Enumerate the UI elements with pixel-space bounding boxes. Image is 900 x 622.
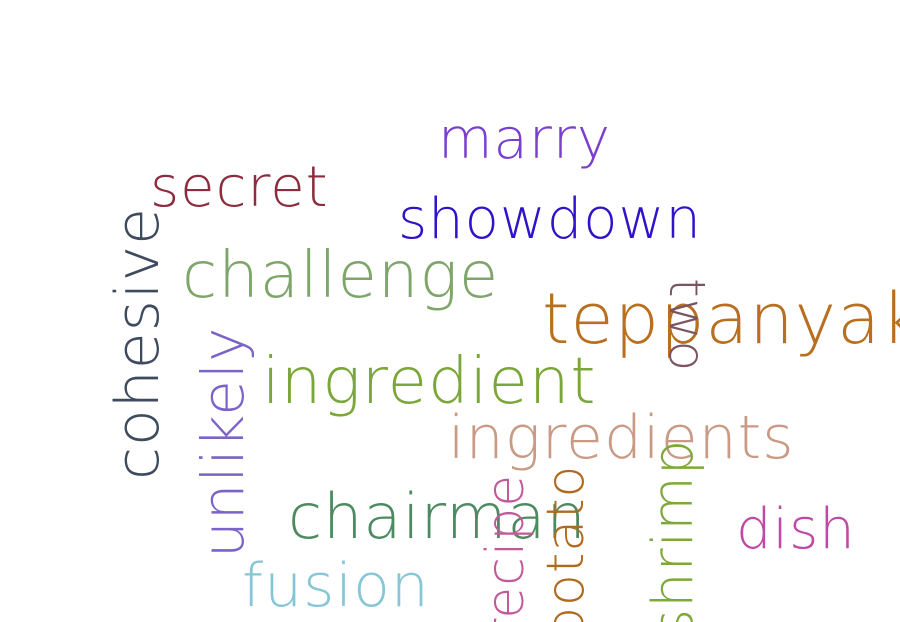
- word-marry: marry: [438, 107, 612, 172]
- word-potato: potato: [536, 464, 596, 622]
- word-ingredients: ingredients: [448, 403, 795, 473]
- word-dish: dish: [736, 497, 856, 562]
- word-unlikely: unlikely: [189, 326, 257, 558]
- word-cohesive: cohesive: [103, 207, 173, 480]
- word-shrimp: shrimp: [641, 438, 706, 622]
- word-teppanyaki: teppanyaki: [542, 278, 900, 360]
- word-recipe: recipe: [476, 473, 536, 622]
- word-fusion: fusion: [242, 551, 430, 621]
- word-challenge: challenge: [182, 239, 500, 313]
- word-secret: secret: [150, 155, 329, 220]
- word-two: two: [658, 278, 716, 373]
- word-chairman: chairman: [288, 480, 587, 553]
- word-showdown: showdown: [398, 187, 702, 252]
- word-ingredient: ingredient: [262, 345, 597, 419]
